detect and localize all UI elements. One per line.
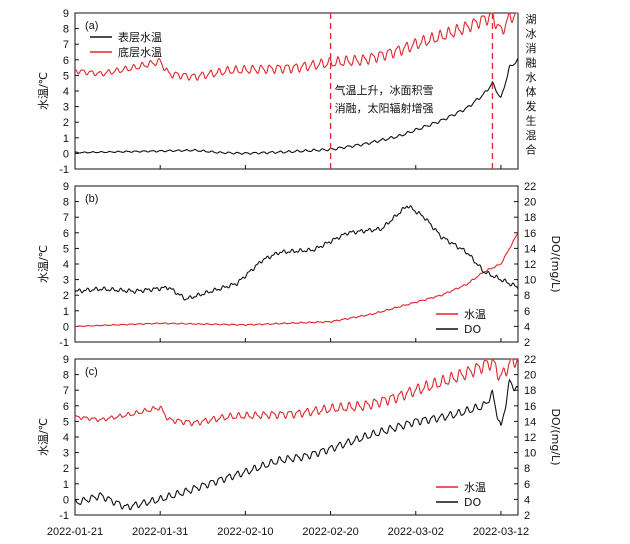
x-tick-label: 2022-03-12 [473, 526, 529, 538]
y-tick-label: 0 [63, 494, 69, 506]
y2-tick-label: 12 [524, 432, 536, 444]
series-line-b [74, 12, 518, 81]
y2-tick-label: 16 [524, 228, 536, 240]
y2-tick-label: 2 [524, 510, 530, 522]
legend-label: 水温 [464, 481, 486, 494]
legend-label: 水温 [464, 308, 486, 321]
panel-2: -101234567892468101214161820222022-01-21… [37, 354, 562, 538]
annotation-text: 消融，太阳辐射增强 [335, 101, 434, 115]
y-tick-label: -1 [59, 510, 69, 522]
y-tick-label: 5 [63, 243, 69, 255]
x-tick-label: 2022-02-10 [217, 526, 273, 538]
y-tick-label: 9 [63, 181, 69, 193]
annotation-text: 气温上升，冰面积雪 [335, 83, 434, 97]
y2-tick-label: 4 [524, 321, 530, 333]
y-tick-label: 1 [63, 479, 69, 491]
legend-label: DO [464, 323, 481, 336]
x-tick-label: 2022-03-02 [388, 526, 444, 538]
legend-label: 表层水温 [118, 30, 162, 44]
y-tick-label: 2 [63, 117, 69, 129]
legend-label: 底层水温 [118, 45, 162, 59]
y-tick-label: -1 [59, 337, 69, 349]
y-tick-label: 5 [63, 70, 69, 82]
y-tick-label: 4 [63, 86, 69, 98]
y-tick-label: 1 [63, 133, 69, 145]
y-tick-label: 7 [63, 212, 69, 224]
y-tick-label: 8 [63, 197, 69, 209]
y-tick-label: 3 [63, 102, 69, 114]
y-tick-label: 6 [63, 401, 69, 413]
y2-tick-label: 2 [524, 337, 530, 349]
y2-tick-label: 10 [524, 275, 536, 287]
y2-tick-label: 6 [524, 479, 530, 491]
x-tick-label: 2022-02-20 [302, 526, 358, 538]
y-tick-label: 4 [63, 432, 69, 444]
y-tick-label: 9 [63, 354, 69, 366]
y-tick-label: -1 [59, 164, 69, 176]
y2-tick-label: 10 [524, 448, 536, 460]
y-axis-label: 水温/℃ [37, 418, 50, 456]
panel-label: (c) [85, 366, 98, 378]
y-tick-label: 0 [63, 321, 69, 333]
y2-tick-label: 22 [524, 181, 536, 193]
y2-tick-label: 8 [524, 290, 530, 302]
y2-tick-label: 16 [524, 401, 536, 413]
y-axis-label: 水温/℃ [37, 245, 50, 283]
series-line-a [74, 57, 519, 155]
plot-frame [74, 358, 519, 516]
y-tick-label: 2 [63, 290, 69, 302]
y-axis-label: 水温/℃ [37, 72, 50, 110]
series-line-a [74, 358, 519, 427]
panel-label: (b) [85, 193, 98, 205]
y-tick-label: 7 [63, 385, 69, 397]
y-tick-label: 1 [63, 306, 69, 318]
y2-tick-label: 18 [524, 212, 536, 224]
y-tick-label: 8 [63, 24, 69, 36]
y-tick-label: 9 [63, 8, 69, 20]
y-tick-label: 8 [63, 370, 69, 382]
y2-tick-label: 18 [524, 385, 536, 397]
y2-tick-label: 8 [524, 463, 530, 475]
y-tick-label: 2 [63, 463, 69, 475]
y-tick-label: 4 [63, 259, 69, 271]
panel-label: (a) [85, 20, 98, 32]
y2-tick-label: 6 [524, 306, 530, 318]
y2-tick-label: 4 [524, 494, 530, 506]
y2-tick-label: 22 [524, 354, 536, 366]
series-line-do [74, 205, 519, 301]
y-tick-label: 3 [63, 448, 69, 460]
y2-tick-label: 20 [524, 370, 536, 382]
y2-axis-label: DO/(mg/L) [549, 409, 562, 466]
x-tick-label: 2022-01-21 [47, 526, 103, 538]
plot-frame [74, 185, 519, 343]
legend-label: DO [464, 496, 481, 509]
y-tick-label: 5 [63, 416, 69, 428]
y2-tick-label: 14 [524, 416, 536, 428]
x-tick-label: 2022-01-31 [132, 526, 188, 538]
panel-0: -1 0 1 2 3 4 5 6 7 8 9 水温/℃ (a) 表层水温底层水温气温上升，冰面积雪消融，太… [37, 8, 537, 176]
y2-tick-label: 20 [524, 197, 536, 209]
annotation-text-vertical: 湖冰消融水体发生混合 [526, 13, 537, 157]
y-tick-label: 0 [63, 148, 69, 160]
y-tick-label: 7 [63, 39, 69, 51]
y2-tick-label: 14 [524, 243, 536, 255]
y2-axis-label: DO/(mg/L) [549, 236, 562, 293]
y-tick-label: 3 [63, 275, 69, 287]
y-tick-label: 6 [63, 55, 69, 67]
y2-tick-label: 12 [524, 259, 536, 271]
series-line-do [74, 378, 519, 511]
series-line-a [75, 232, 519, 328]
y-tick-label: 6 [63, 228, 69, 240]
